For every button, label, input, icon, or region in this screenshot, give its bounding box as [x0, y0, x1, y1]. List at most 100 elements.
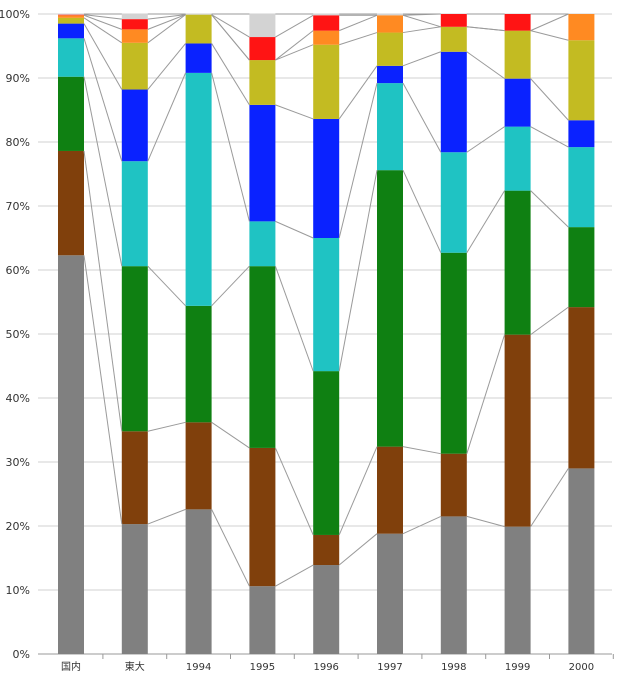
y-tick-label: 90% — [6, 72, 30, 85]
series-connector-line — [83, 255, 123, 525]
bar-segment — [568, 40, 595, 121]
bar-segment — [121, 42, 148, 90]
series-connector-line — [147, 72, 187, 162]
series-connector-line — [339, 14, 378, 32]
bar-segment — [377, 83, 403, 171]
bar-segment — [249, 447, 276, 587]
bar-segment — [58, 76, 84, 151]
series-connector-line — [147, 14, 186, 44]
series-connector-line — [83, 23, 123, 90]
bar-segment — [58, 14, 84, 15]
bar-segment — [377, 32, 403, 66]
series-connector-line — [338, 170, 378, 372]
y-tick-label: 0% — [13, 648, 30, 661]
bar-segment — [185, 14, 212, 44]
x-tick-label: 1996 — [313, 662, 338, 673]
bar-segment — [185, 509, 212, 654]
series-connector-line — [211, 421, 250, 449]
series-connector-line — [530, 13, 569, 32]
series-connector-line — [147, 14, 186, 20]
series-connector-line — [147, 43, 186, 90]
bar-segment — [121, 29, 148, 43]
series-connector-line — [530, 78, 569, 121]
series-connector-line — [147, 508, 186, 525]
series-connector-line — [275, 104, 314, 120]
series-connector-line — [530, 468, 569, 527]
series-connector-line — [211, 43, 250, 106]
series-connector-line — [275, 14, 314, 38]
bar-segment — [568, 468, 595, 654]
series-connector-line — [83, 17, 123, 44]
series-connector-line — [530, 30, 569, 41]
bar-segment — [504, 78, 531, 127]
series-connector-line — [466, 515, 505, 528]
series-connector-line — [147, 421, 186, 432]
bar-segment — [121, 431, 148, 525]
bar-segment — [58, 15, 84, 18]
bar-segment — [377, 65, 403, 84]
bar-segment — [58, 14, 84, 16]
x-axis: 国内 東大 1994 1995 1996 1997 1998 1999 2000 — [61, 654, 614, 673]
bar-segment — [377, 170, 403, 447]
bar-segment — [440, 14, 467, 27]
bar-segment — [313, 238, 340, 372]
series-connector-line — [338, 533, 378, 566]
series-connector-line — [211, 72, 250, 222]
bar-segment — [58, 255, 84, 654]
x-tick-label: 1994 — [186, 662, 211, 673]
bar-segment — [121, 161, 148, 267]
series-connector-line — [83, 14, 122, 20]
series-connector-line — [275, 220, 314, 239]
series-connector-line — [402, 51, 441, 67]
bar-segment — [568, 147, 595, 228]
series-connector-line — [211, 265, 250, 307]
bar-segment — [568, 307, 595, 469]
bar-segment — [185, 43, 212, 73]
series-connector-line — [83, 150, 123, 432]
y-tick-label: 100% — [0, 8, 30, 21]
series-connector-line — [402, 26, 441, 34]
bar-segment — [313, 15, 340, 31]
series-connector-line — [83, 76, 123, 267]
x-tick-label: 国内 — [61, 660, 81, 673]
bar-segment — [249, 60, 276, 105]
bar-segment — [440, 51, 467, 153]
bar-segment — [58, 150, 84, 256]
bar-segment — [440, 152, 467, 253]
series-connector-line — [402, 82, 442, 153]
series-connector-line — [338, 65, 378, 120]
bar-segment — [58, 17, 84, 24]
y-tick-label: 30% — [6, 456, 30, 469]
x-tick-label: 2000 — [569, 662, 594, 673]
bar-segment — [249, 266, 276, 448]
series-connector-line — [402, 169, 442, 253]
series-connector-line — [338, 446, 378, 536]
series-connector-line — [466, 51, 505, 80]
bar-segment — [249, 37, 276, 61]
bar-segment — [440, 453, 467, 517]
bar-segment — [313, 371, 340, 535]
bar-segment — [504, 190, 531, 335]
x-tick-label: 1999 — [505, 662, 530, 673]
series-connector-line — [530, 190, 569, 228]
x-tick-label: 1995 — [250, 662, 275, 673]
series-connector-line — [274, 447, 314, 536]
bar-segment — [249, 14, 276, 38]
bar-segment — [504, 30, 531, 79]
connector-lines — [83, 13, 569, 587]
series-connector-line — [274, 265, 314, 372]
x-tick-label: 東大 — [125, 660, 145, 673]
series-connector-line — [83, 14, 122, 30]
bar-segment — [185, 422, 212, 510]
series-connector-line — [275, 564, 314, 587]
bar-segment — [249, 221, 276, 267]
x-tick-label: 1998 — [441, 662, 466, 673]
series-connector-line — [147, 14, 186, 30]
bar-segment — [121, 89, 148, 162]
bar-segment — [313, 118, 340, 238]
bar-segment — [377, 15, 403, 33]
bar-segment — [440, 516, 467, 654]
y-axis: 0% 10% 20% 30% 40% 50% 60% 70% 80% 90% 100% — [0, 8, 30, 661]
bar-segment — [121, 266, 148, 432]
bar-segment — [313, 14, 340, 16]
